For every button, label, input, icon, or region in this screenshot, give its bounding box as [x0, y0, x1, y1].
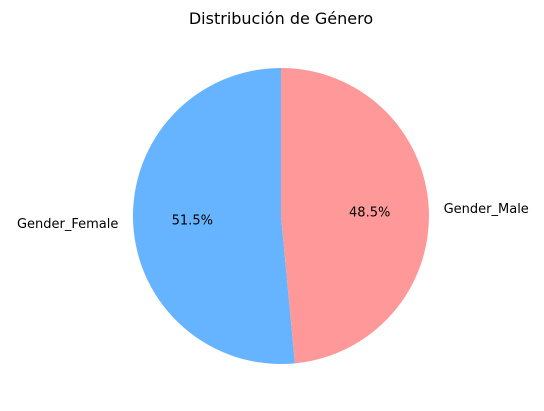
pie-slice-gender-female — [132, 67, 295, 364]
slice-label-gender-male: Gender_Male — [444, 202, 529, 217]
pie-slices — [132, 67, 429, 364]
slice-label-gender-female: Gender_Female — [17, 217, 118, 232]
percent-label-gender-male: 48.5% — [349, 205, 390, 220]
chart-title: Distribución de Género — [189, 9, 373, 28]
percent-label-gender-female: 51.5% — [172, 214, 213, 229]
pie-slice-gender-male — [281, 68, 429, 364]
pie-labels: Gender_Female 51.5% Gender_Male 48.5% — [17, 202, 529, 232]
